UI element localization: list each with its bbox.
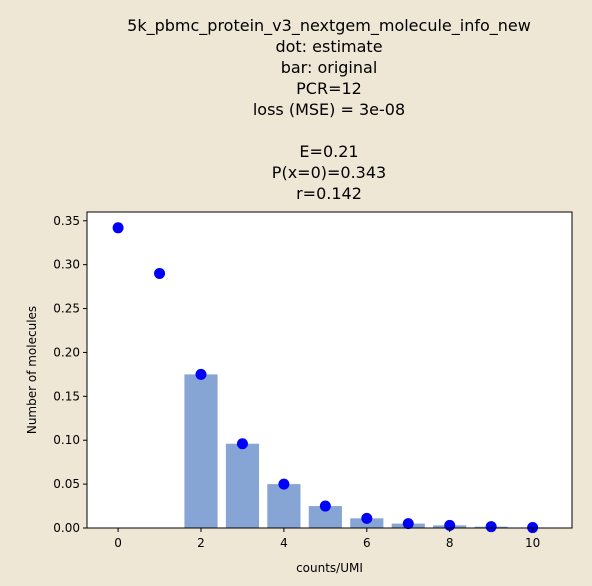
y-tick-label-5: 0.25 [53,302,80,316]
dot-3 [236,438,248,450]
x-tick-label-0: 0 [114,536,122,550]
y-axis: 0.00 0.05 0.10 0.15 0.20 0.25 0.30 0.35 [53,214,87,535]
title-line-6: E=0.21 [299,142,358,161]
dot-6 [361,512,373,524]
dot-9 [485,521,497,533]
dot-5 [319,500,331,512]
bar-3 [225,443,260,528]
y-tick-label-1: 0.05 [53,477,80,491]
dot-series [112,222,539,534]
title-line-4: loss (MSE) = 3e-08 [253,100,405,119]
y-tick-label-0: 0.00 [53,521,80,535]
y-tick-label-6: 0.30 [53,258,80,272]
dot-2 [195,368,207,380]
bar-4 [267,484,301,528]
y-tick-label-3: 0.15 [53,389,80,403]
y-axis-label: Number of molecules [25,306,39,434]
title-line-3: PCR=12 [296,79,362,98]
dot-1 [154,267,166,279]
title-line-8: r=0.142 [296,184,362,203]
bar-2 [184,374,218,528]
x-tick-label-4: 4 [280,536,288,550]
plot-frame [86,211,573,529]
y-tick-label-2: 0.10 [53,433,80,447]
plot-area [87,212,572,528]
dot-0 [112,222,124,234]
chart-title: 5k_pbmc_protein_v3_nextgem_molecule_info… [127,16,531,203]
x-tick-label-10: 10 [525,536,540,550]
title-line-7: P(x=0)=0.343 [272,163,386,182]
dot-4 [278,478,290,490]
y-tick-label-7: 0.35 [53,214,80,228]
y-tick-label-4: 0.20 [53,345,80,359]
title-line-2: bar: original [281,58,378,77]
x-axis: 0 2 4 6 8 10 [114,528,540,550]
dot-7 [402,518,414,530]
bar-5 [308,506,342,528]
x-axis-label: counts/UMI [296,561,363,575]
title-line-0: 5k_pbmc_protein_v3_nextgem_molecule_info… [127,16,531,36]
x-tick-label-8: 8 [446,536,454,550]
x-tick-label-2: 2 [197,536,205,550]
title-line-1: dot: estimate [275,37,382,56]
x-tick-label-6: 6 [363,536,371,550]
